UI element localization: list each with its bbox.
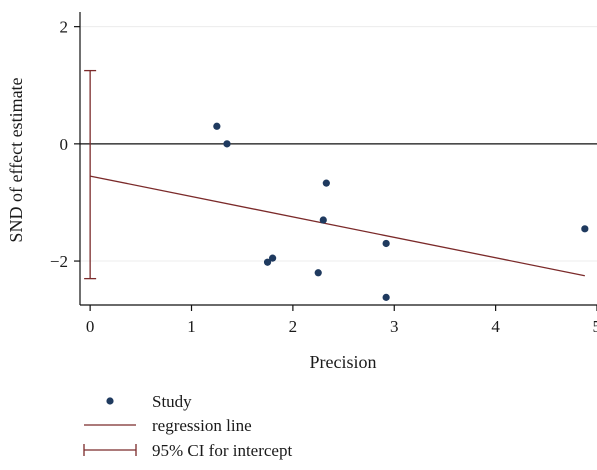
x-tick-label: 0: [86, 317, 95, 336]
legend-label: Study: [152, 392, 192, 411]
study-point: [319, 216, 327, 224]
x-tick-label: 4: [491, 317, 500, 336]
study-point: [223, 140, 231, 148]
study-point: [581, 225, 589, 233]
y-tick-label: −2: [50, 252, 68, 271]
legend: Study regression line 95% CI for intercept: [83, 392, 292, 460]
legend-label: regression line: [152, 416, 252, 435]
x-tick-label: 2: [289, 317, 298, 336]
axes: 2 0 −2 0 1 2 3 4 5: [50, 12, 597, 336]
regression-line: [90, 175, 585, 277]
legend-label: 95% CI for intercept: [152, 441, 292, 460]
x-tick-label: 5: [593, 317, 597, 336]
study-point: [382, 293, 390, 301]
y-axis-title: SND of effect estimate: [6, 77, 26, 242]
study-point: [314, 269, 322, 277]
study-point: [263, 258, 272, 266]
study-point: [269, 254, 277, 262]
y-tick-label: 2: [60, 18, 69, 37]
x-tick-label: 1: [187, 317, 196, 336]
study-point: [213, 122, 221, 130]
study-point: [382, 239, 390, 248]
x-tick-label: 3: [390, 317, 399, 336]
plot-area: [80, 26, 597, 301]
study-point: [322, 179, 330, 187]
x-axis-title: Precision: [310, 352, 377, 372]
y-tick-label: 0: [60, 135, 69, 154]
legend-study-marker: [106, 397, 114, 405]
